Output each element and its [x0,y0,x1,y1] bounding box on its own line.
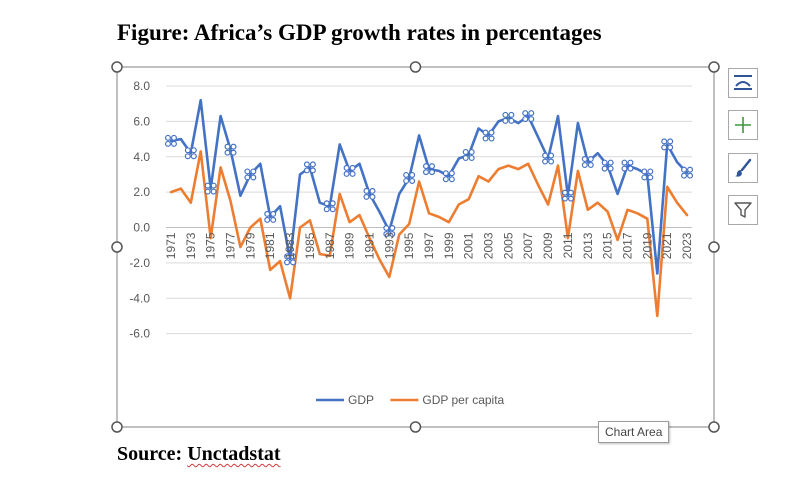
figure-source: Source: Unctadstat [117,443,281,466]
x-tick-label: 2019 [640,232,654,259]
x-tick-label: 2017 [620,232,634,259]
x-tick-label: 1997 [422,232,436,259]
add-chart-element-button[interactable] [728,110,758,140]
data-point-handle [164,134,177,147]
chart-elements-button[interactable] [728,68,758,98]
resize-handle[interactable] [111,61,123,73]
series-line-gdp-per-capita[interactable] [169,150,689,318]
filter-icon [734,202,752,218]
data-point-handle [284,253,297,266]
legend-item[interactable]: GDP per capita [390,393,505,407]
data-point-handle [423,163,436,176]
y-tick-label: -4.0 [129,291,150,305]
data-point-handle [383,225,396,238]
x-tick-label: 2013 [581,232,595,259]
resize-handle[interactable] [111,241,123,253]
chart-area-tooltip: Chart Area [598,421,670,443]
x-tick-label: 1987 [323,232,337,259]
data-point-handle [403,171,416,184]
x-tick-label: 1989 [343,232,357,259]
x-tick-label: 1991 [362,232,376,259]
x-tick-label: 1983 [283,232,297,259]
legend-label: GDP [348,393,374,407]
series-selection-handles [164,110,694,266]
chart-layout-icon [734,75,752,90]
data-point-handle [561,189,574,202]
data-point-handle [681,166,694,179]
resize-handle[interactable] [708,241,720,253]
x-tick-label: 2011 [561,232,575,258]
x-tick-label: 1993 [382,232,396,259]
y-tick-label: 8.0 [133,79,150,93]
data-point-handle [601,159,614,172]
data-point-handle [661,138,674,151]
data-point-handle [244,168,257,181]
y-tick-label: 4.0 [133,150,150,164]
x-tick-label: 2007 [521,232,535,259]
x-tick-label: 2003 [482,232,496,259]
data-point-handle [641,168,654,181]
data-point-handle [204,182,217,195]
resize-handle[interactable] [111,421,123,433]
series-line-gdp[interactable] [169,98,689,275]
y-axis-tick-labels: 8.0 6.0 4.0 2.0 0.0 -2.0 -4.0 -6.0 [129,79,150,341]
plot-series[interactable] [169,98,689,318]
y-tick-label: 0.0 [133,221,150,235]
y-tick-label: 6.0 [133,114,150,128]
x-tick-label: 2001 [462,232,476,259]
resize-handle[interactable] [409,61,422,73]
resize-handle[interactable] [708,61,720,73]
source-name: Unctadstat [187,443,281,465]
chart-styles-button[interactable] [728,153,758,183]
data-point-handle [482,129,495,142]
data-point-handle [442,170,455,183]
legend-item[interactable]: GDP [316,393,374,407]
data-point-handle [522,110,535,123]
x-tick-label: 1971 [164,232,178,259]
chart-area[interactable] [116,66,715,428]
data-point-handle [264,210,277,223]
chart-filters-button[interactable] [728,195,758,225]
data-point-handle [303,161,316,174]
y-tick-label: -2.0 [129,256,150,270]
x-tick-label: 1981 [263,232,277,259]
data-point-handle [343,164,356,177]
data-point-handle [462,148,475,161]
x-axis-tick-labels: 1971 1973 1975 1977 1979 1981 1983 1985 1987 1989… [164,232,694,259]
x-tick-label: 2023 [680,232,694,259]
plus-icon [735,117,751,133]
x-tick-label: 2021 [660,232,674,259]
resize-handle[interactable] [409,421,422,433]
x-tick-label: 2009 [541,232,555,259]
chart-area-resize-handles[interactable] [111,61,720,433]
x-tick-label: 1999 [442,232,456,259]
y-tick-label: -6.0 [129,327,150,341]
paintbrush-icon [735,158,752,177]
data-point-handle [363,187,376,200]
x-tick-label: 2015 [601,232,615,259]
x-tick-label: 1973 [184,232,198,259]
x-tick-label: 1995 [402,232,416,259]
x-tick-label: 2005 [501,232,515,259]
x-tick-label: 1985 [303,232,317,259]
x-tick-label: 1979 [243,232,257,259]
data-point-handle [502,111,515,124]
figure-title: Figure: Africa’s GDP growth rates in per… [117,20,602,45]
data-point-handle [184,147,197,160]
legend-label: GDP per capita [422,393,504,407]
x-tick-label: 1975 [204,232,218,259]
data-point-handle [581,156,594,169]
source-prefix: Source: [117,443,188,465]
gridlines [166,85,692,335]
data-point-handle [621,159,634,172]
x-tick-label: 1977 [224,232,238,259]
data-point-handle [323,200,336,213]
data-point-handle [542,152,555,165]
legend[interactable]: GDP GDP per capita [316,393,505,407]
y-tick-label: 2.0 [133,185,150,199]
resize-handle[interactable] [708,421,720,433]
data-point-handle [224,143,237,156]
